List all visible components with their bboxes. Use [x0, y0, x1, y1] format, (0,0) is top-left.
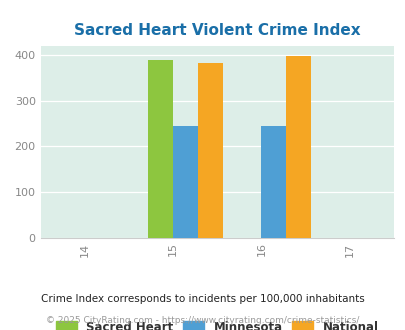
- Text: Crime Index corresponds to incidents per 100,000 inhabitants: Crime Index corresponds to incidents per…: [41, 294, 364, 304]
- Bar: [286, 56, 310, 238]
- Title: Sacred Heart Violent Crime Index: Sacred Heart Violent Crime Index: [74, 23, 360, 38]
- Legend: Sacred Heart, Minnesota, National: Sacred Heart, Minnesota, National: [51, 316, 383, 330]
- Bar: [148, 60, 173, 238]
- Bar: [261, 126, 286, 238]
- Bar: [173, 126, 197, 238]
- Text: © 2025 CityRating.com - https://www.cityrating.com/crime-statistics/: © 2025 CityRating.com - https://www.city…: [46, 316, 359, 325]
- Bar: [197, 63, 222, 238]
